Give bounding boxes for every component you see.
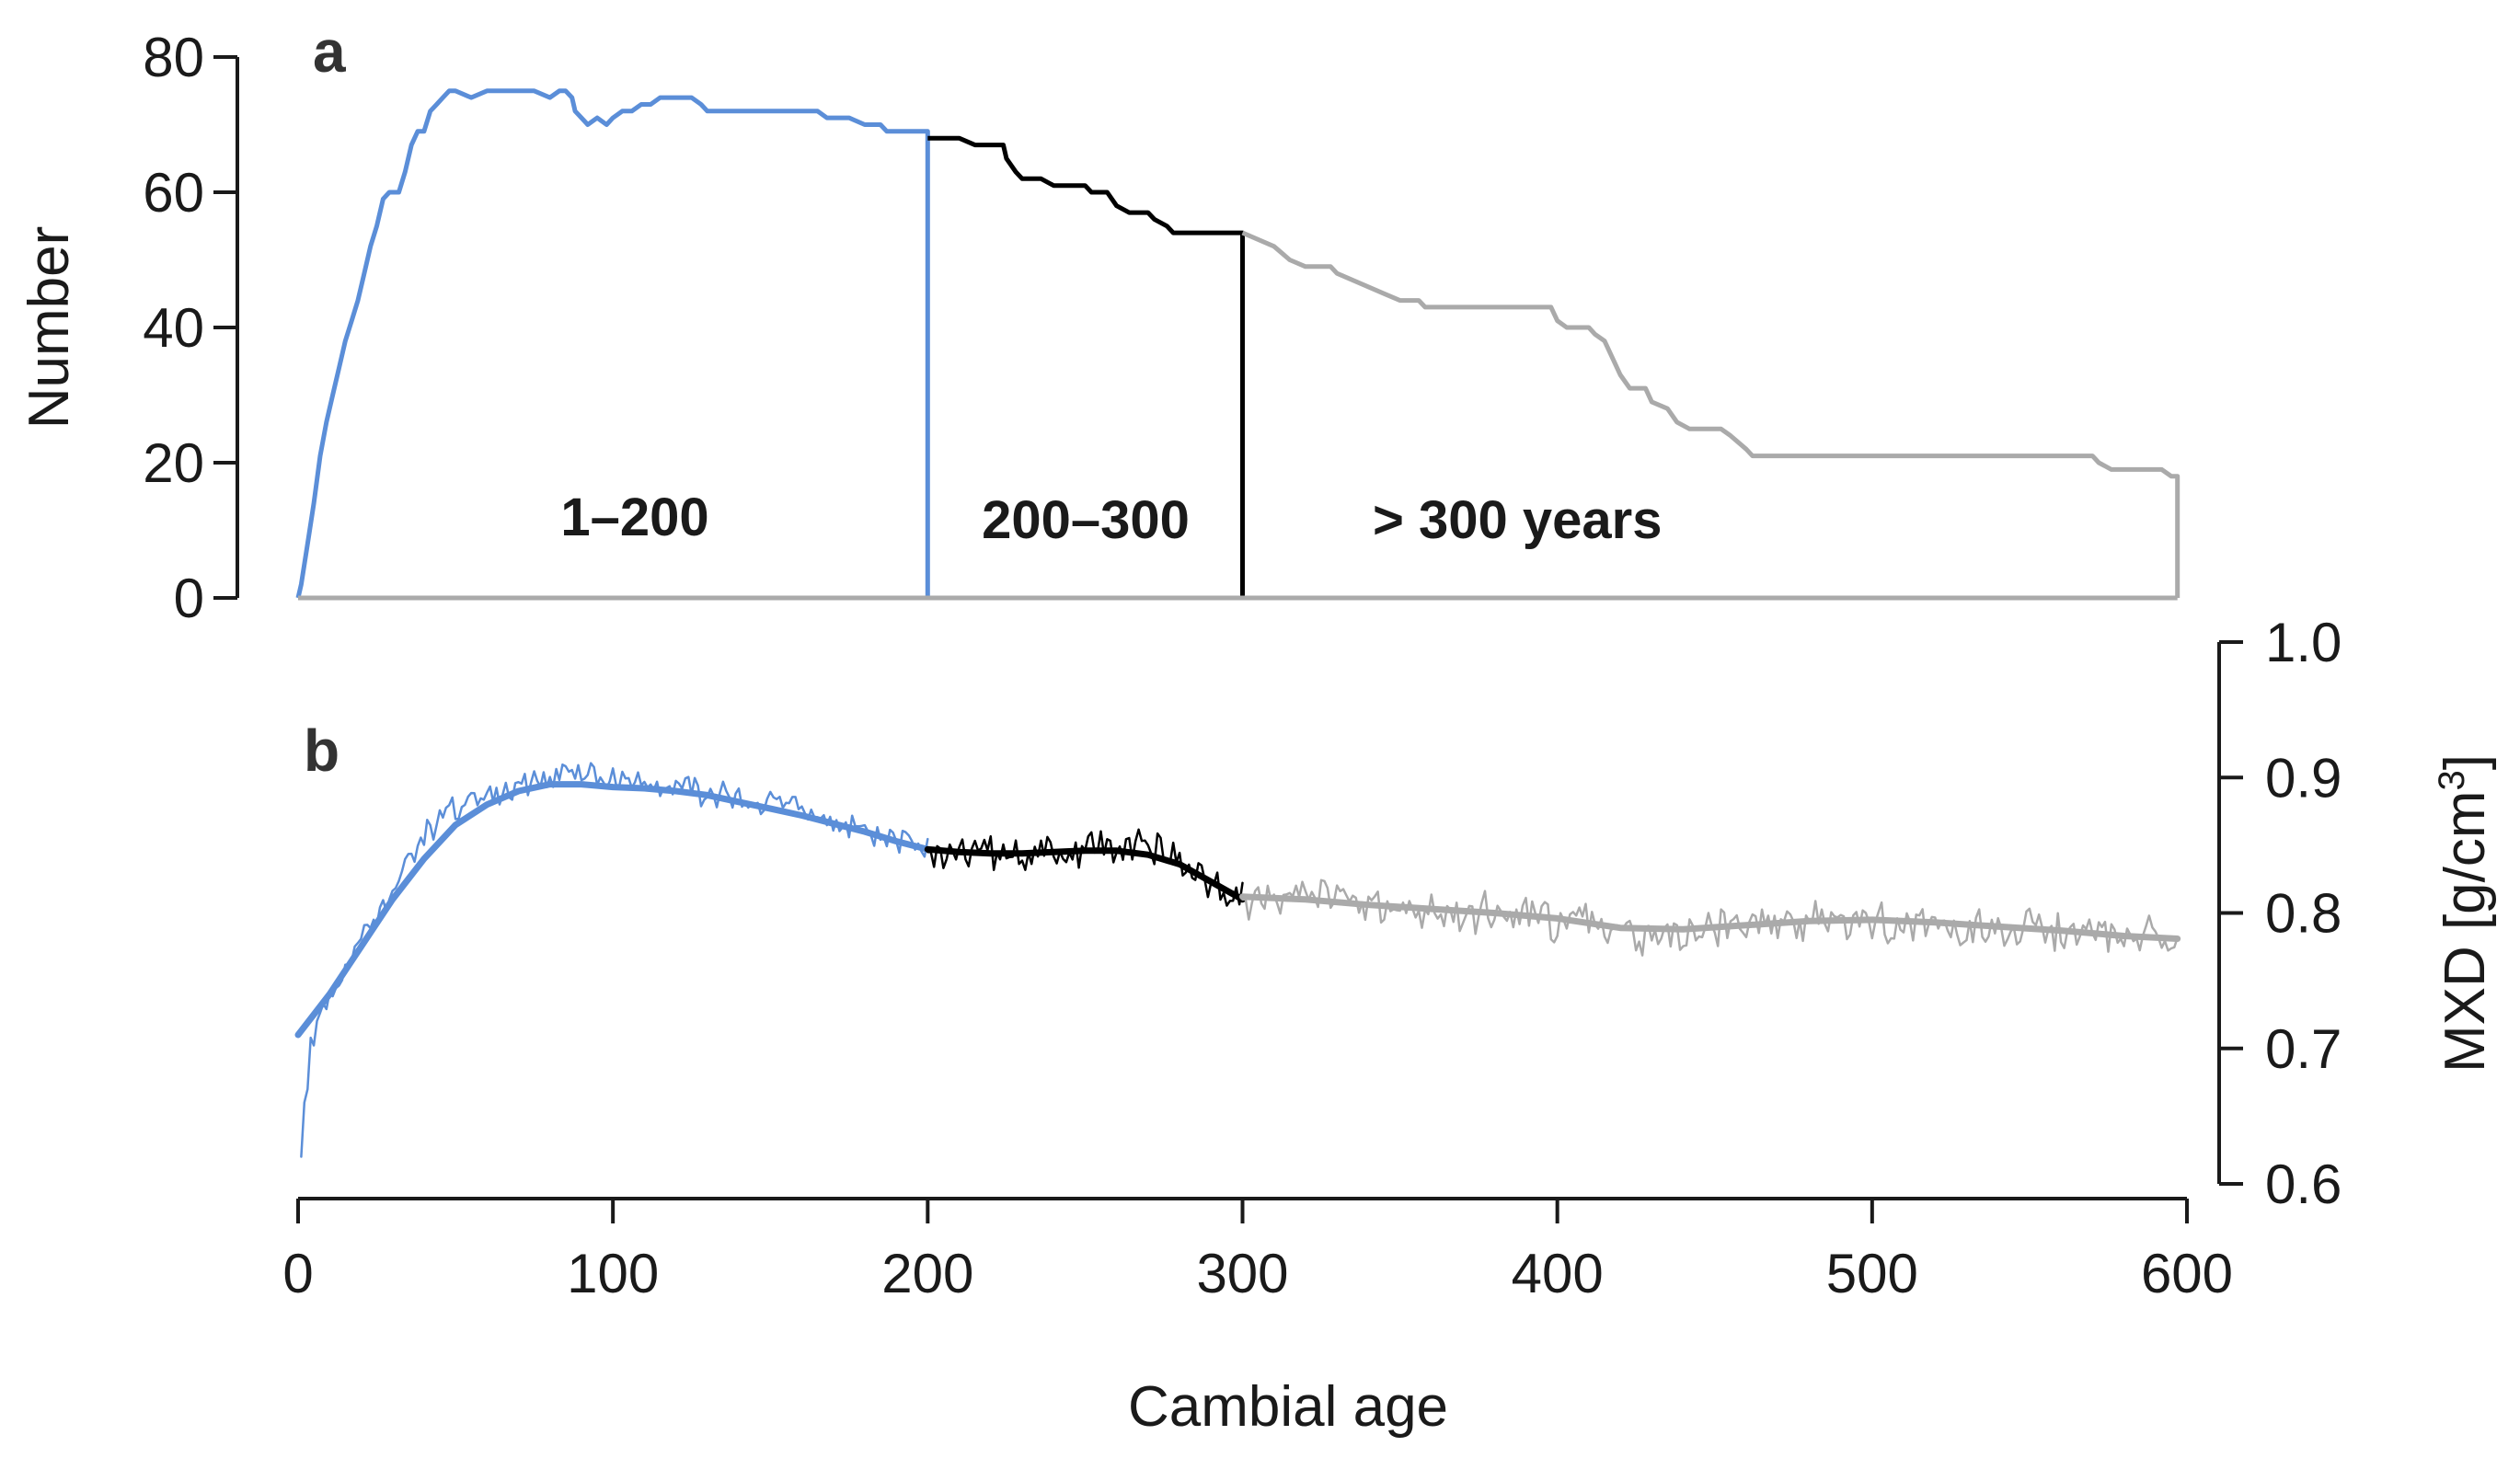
y-axis-title-mxd: MXD [g/cm3] xyxy=(2432,754,2497,1073)
panel-b-xtick-label-100: 100 xyxy=(567,1243,659,1304)
panel-b-ytick-label-0.7: 0.7 xyxy=(2265,1018,2342,1080)
panel-b-xtick-label-400: 400 xyxy=(1512,1243,1604,1304)
panel-a-letter: a xyxy=(313,18,346,85)
panel-b-y-ticks: 0.6 0.7 0.8 0.9 1.0 xyxy=(2219,612,2342,1215)
panel-a-ytick-label-0: 0 xyxy=(174,568,204,629)
panel-b-letter: b xyxy=(304,718,339,784)
panel-b-line-1-200-raw xyxy=(300,762,929,1158)
panel-a-ytick-label-40: 40 xyxy=(143,297,204,359)
panel-b-xtick-label-300: 300 xyxy=(1196,1243,1288,1304)
panel-a-line-300-years xyxy=(1241,230,2181,598)
mxd-label-main: MXD [g/cm xyxy=(2434,790,2497,1073)
panel-a-line-1-200 xyxy=(295,88,930,599)
panel-a-y-ticks: 0 20 40 60 80 xyxy=(143,27,237,629)
x-axis-title-cambial-age: Cambial age xyxy=(1128,1375,1448,1439)
panel-b-line-200-300-raw xyxy=(926,828,1244,907)
panel-b-line-200-300-smooth xyxy=(924,845,1246,903)
panel-b-line-1-200-smooth xyxy=(294,781,931,1039)
panel-a-ytick-label-60: 60 xyxy=(143,162,204,224)
panel-a: 0 20 40 60 80 a 1–200 200–300 > 300 years Nu… xyxy=(17,18,2181,629)
group-label-1-200: 1–200 xyxy=(560,488,708,547)
panel-a-line-200-300 xyxy=(927,135,1245,598)
panel-b-ytick-label-0.6: 0.6 xyxy=(2265,1154,2342,1215)
panel-b-xtick-label-600: 600 xyxy=(2141,1243,2233,1304)
mxd-label-close: ] xyxy=(2434,754,2497,770)
panel-b-ytick-label-0.8: 0.8 xyxy=(2265,883,2342,945)
panel-b-ytick-label-0.9: 0.9 xyxy=(2265,747,2342,809)
panel-a-ytick-label-20: 20 xyxy=(143,432,204,494)
panel-b-line-300-years-raw xyxy=(1241,878,2179,957)
panel-b-xtick-label-0: 0 xyxy=(282,1243,313,1304)
y-axis-title-number: Number xyxy=(17,226,81,430)
panel-b-xtick-label-200: 200 xyxy=(881,1243,973,1304)
panel-b-ytick-label-1.0: 1.0 xyxy=(2265,612,2342,673)
panel-b: 0 100 200 300 400 500 600 0.6 0.7 0.8 0.9 1.0 b Ca… xyxy=(282,612,2497,1439)
panel-b-line-300-years-smooth xyxy=(1239,893,2181,942)
panel-b-xtick-label-500: 500 xyxy=(1826,1243,1918,1304)
group-label-200-300: 200–300 xyxy=(982,490,1190,550)
panel-b-x-ticks: 0 100 200 300 400 500 600 xyxy=(282,1199,2233,1304)
panel-b-series xyxy=(294,762,2181,1158)
group-label-over-300: > 300 years xyxy=(1373,490,1662,550)
panel-a-series xyxy=(295,88,2181,601)
mxd-label-superscript: 3 xyxy=(2432,770,2472,790)
panel-a-ytick-label-80: 80 xyxy=(143,27,204,88)
